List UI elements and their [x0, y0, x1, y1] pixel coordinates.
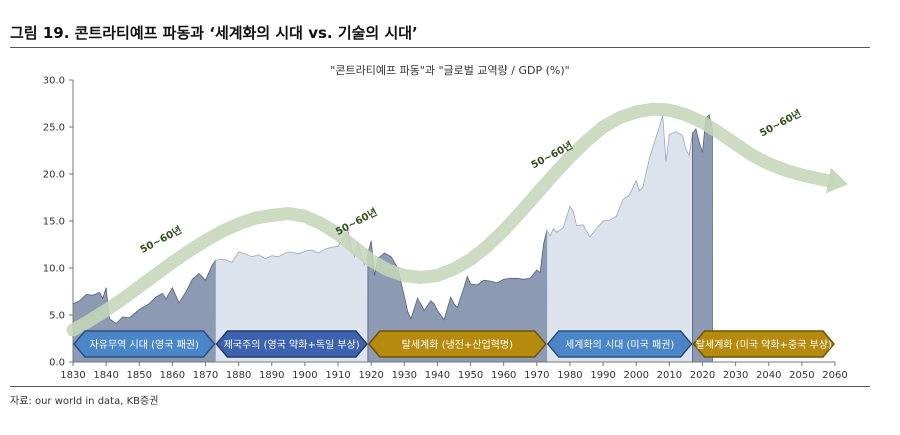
y-tick-label-6: 25.0 [43, 123, 65, 134]
kondratieff-wave-line [66, 102, 835, 337]
x-tick-label-14: 1960 [491, 370, 516, 381]
x-tick-label-10: 1920 [358, 370, 383, 381]
era-arrows: 자유무역 시대 (영국 패권) 제국주의 (영국 약화+독일 부상) 탈세계화 (냉… [73, 330, 835, 358]
era-arrow-1 [73, 330, 216, 358]
x-tick-label-2: 1840 [93, 370, 118, 381]
era-label-4: 세계화의 시대 (미국 패권) [565, 339, 674, 351]
era-label-3: 탈세계화 (냉전+산업혁명) [402, 338, 513, 351]
x-tick-label-4: 1860 [160, 370, 185, 381]
era-arrow-3 [367, 330, 547, 358]
wave-label-1: 50~60년 [138, 223, 184, 256]
tick-labels: 0.0 5.0 10.0 15.0 20.0 25.0 30.0 1830 1840 1850 18… [43, 76, 848, 382]
title-divider [10, 47, 870, 48]
y-tick-label-1: 0.0 [49, 358, 65, 369]
x-tick-label-16: 1980 [557, 370, 582, 381]
era-label-2: 제국주의 (영국 약화+독일 부상) [224, 339, 360, 351]
x-tick-label-7: 1890 [259, 370, 284, 381]
trade-area-segment-2 [215, 229, 369, 363]
y-tick-label-3: 10.0 [43, 264, 65, 275]
y-tick-label-4: 15.0 [43, 217, 65, 228]
x-tick-label-3: 1850 [127, 370, 152, 381]
x-tick-label-21: 2030 [723, 370, 748, 381]
trade-area-segment-5 [692, 113, 713, 363]
x-tick-label-9: 1910 [325, 370, 350, 381]
x-tick-label-15: 1970 [524, 370, 549, 381]
x-tick-label-24: 2060 [822, 370, 847, 381]
era-arrow-4 [546, 330, 693, 358]
x-tick-label-18: 2000 [623, 370, 648, 381]
y-tick-label-7: 30.0 [43, 76, 65, 87]
figure-title: 그림 19. 콘트라티예프 파동과 ‘세계화의 시대 vs. 기술의 시대’ [10, 24, 418, 42]
x-tick-label-17: 1990 [590, 370, 615, 381]
x-tick-label-13: 1950 [458, 370, 483, 381]
source-divider [10, 386, 870, 387]
x-tick-label-1: 1830 [60, 370, 85, 381]
x-tick-label-12: 1940 [425, 370, 450, 381]
x-tick-label-8: 1900 [292, 370, 317, 381]
x-tick-label-20: 2020 [690, 370, 715, 381]
era-label-5: 탈세계화 (미국 약화+중국 부상) [696, 338, 832, 351]
y-tick-label-5: 20.0 [43, 170, 65, 181]
kondratieff-wave-layer [66, 102, 849, 337]
kondratieff-wave-arrowhead [825, 167, 849, 194]
x-tick-label-22: 2040 [756, 370, 781, 381]
trade-area-segment-4 [546, 115, 693, 363]
trade-area-segment-3 [367, 230, 548, 363]
wave-label-2: 50~60년 [333, 205, 379, 238]
wave-label-4: 50~60년 [757, 107, 803, 140]
era-arrow-2 [215, 330, 368, 358]
chart-title: "콘트라티예프 파동"과 "글로벌 교역량 / GDP (%)" [330, 64, 570, 77]
era-label-1: 자유무역 시대 (영국 패권) [90, 339, 199, 351]
x-tick-label-19: 2010 [657, 370, 682, 381]
x-tick-label-6: 1880 [226, 370, 251, 381]
y-tick-label-2: 5.0 [49, 311, 65, 322]
x-tick-label-5: 1870 [193, 370, 218, 381]
era-arrow-5 [692, 330, 835, 358]
x-tick-label-11: 1930 [392, 370, 417, 381]
source-note: 자료: our world in data, KB증권 [10, 396, 159, 407]
x-tick-label-23: 2050 [789, 370, 814, 381]
